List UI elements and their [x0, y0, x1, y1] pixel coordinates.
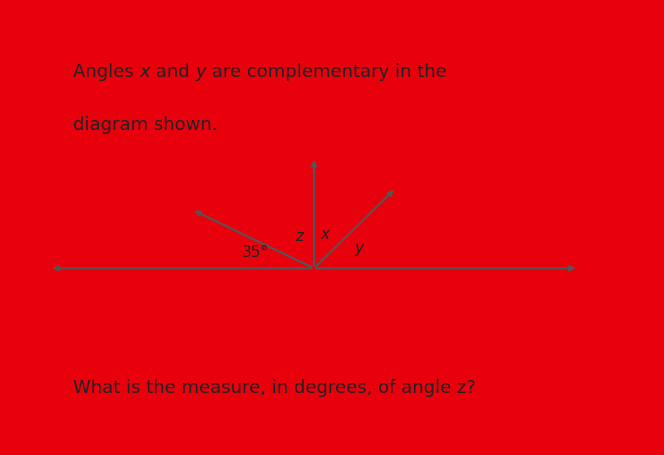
Text: x: x — [140, 63, 151, 81]
Text: y: y — [355, 240, 364, 255]
Text: are complementary in the: are complementary in the — [207, 63, 447, 81]
Text: Angles: Angles — [73, 63, 140, 81]
Text: 35°: 35° — [242, 245, 269, 260]
Text: and: and — [151, 63, 196, 81]
Text: What is the measure, in degrees, of angle z?: What is the measure, in degrees, of angl… — [73, 379, 476, 396]
Text: diagram shown.: diagram shown. — [73, 116, 218, 134]
Text: y: y — [196, 63, 207, 81]
Text: z: z — [295, 228, 303, 243]
Text: x: x — [320, 227, 329, 242]
